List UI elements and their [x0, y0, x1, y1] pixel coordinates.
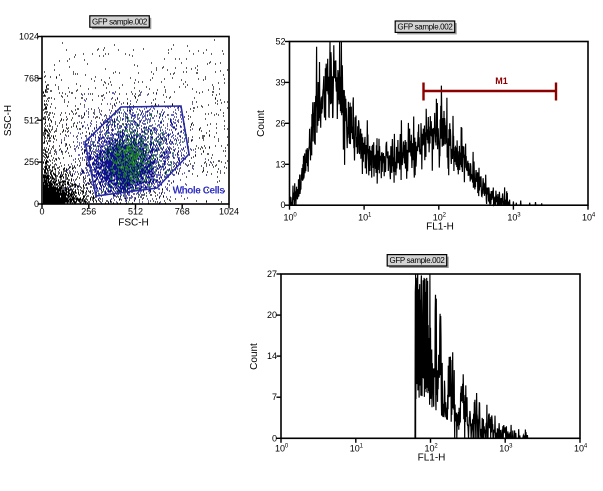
svg-text:768: 768 — [24, 73, 39, 83]
svg-text:10: 10 — [433, 213, 443, 223]
svg-text:27: 27 — [267, 269, 277, 279]
svg-text:4: 4 — [584, 444, 588, 450]
svg-text:Count: Count — [249, 343, 260, 370]
svg-text:52: 52 — [275, 37, 285, 47]
svg-text:26: 26 — [275, 118, 285, 128]
svg-text:0: 0 — [272, 433, 277, 443]
svg-text:14: 14 — [267, 351, 277, 361]
svg-text:GFP sample.002: GFP sample.002 — [398, 23, 454, 32]
svg-text:FL1-H: FL1-H — [426, 222, 454, 233]
svg-text:1024: 1024 — [19, 32, 39, 42]
svg-text:0: 0 — [280, 200, 285, 210]
svg-text:10: 10 — [582, 213, 592, 223]
svg-text:M1: M1 — [495, 76, 508, 86]
svg-text:7: 7 — [272, 392, 277, 402]
svg-text:10: 10 — [499, 444, 509, 454]
svg-text:13: 13 — [275, 159, 285, 169]
svg-text:FL1-H: FL1-H — [418, 453, 446, 464]
svg-text:FSC-H: FSC-H — [118, 218, 149, 229]
svg-text:4: 4 — [592, 213, 596, 219]
svg-text:1: 1 — [368, 213, 372, 219]
svg-text:256: 256 — [81, 207, 96, 217]
svg-text:512: 512 — [128, 207, 143, 217]
svg-text:Whole Cells: Whole Cells — [173, 185, 226, 196]
svg-text:256: 256 — [24, 157, 39, 167]
svg-text:512: 512 — [24, 115, 39, 125]
svg-text:3: 3 — [509, 444, 513, 450]
svg-text:Count: Count — [256, 110, 267, 137]
svg-text:2: 2 — [434, 444, 438, 450]
svg-text:SSC-H: SSC-H — [3, 105, 14, 136]
svg-text:0: 0 — [293, 213, 297, 219]
svg-text:0: 0 — [34, 199, 39, 209]
svg-text:2: 2 — [443, 213, 447, 219]
svg-text:1: 1 — [360, 444, 364, 450]
svg-text:20: 20 — [267, 310, 277, 320]
svg-text:0: 0 — [39, 207, 44, 217]
svg-text:10: 10 — [424, 444, 434, 454]
svg-text:10: 10 — [283, 213, 293, 223]
svg-text:3: 3 — [517, 213, 521, 219]
svg-text:768: 768 — [175, 207, 190, 217]
svg-text:10: 10 — [507, 213, 517, 223]
svg-text:10: 10 — [275, 444, 285, 454]
svg-text:10: 10 — [350, 444, 360, 454]
svg-text:GFP sample.002: GFP sample.002 — [390, 256, 446, 265]
svg-text:1024: 1024 — [219, 207, 239, 217]
svg-text:39: 39 — [275, 77, 285, 87]
svg-text:10: 10 — [574, 444, 584, 454]
svg-text:GFP sample.002: GFP sample.002 — [92, 17, 148, 26]
svg-text:10: 10 — [358, 213, 368, 223]
svg-text:0: 0 — [285, 444, 289, 450]
